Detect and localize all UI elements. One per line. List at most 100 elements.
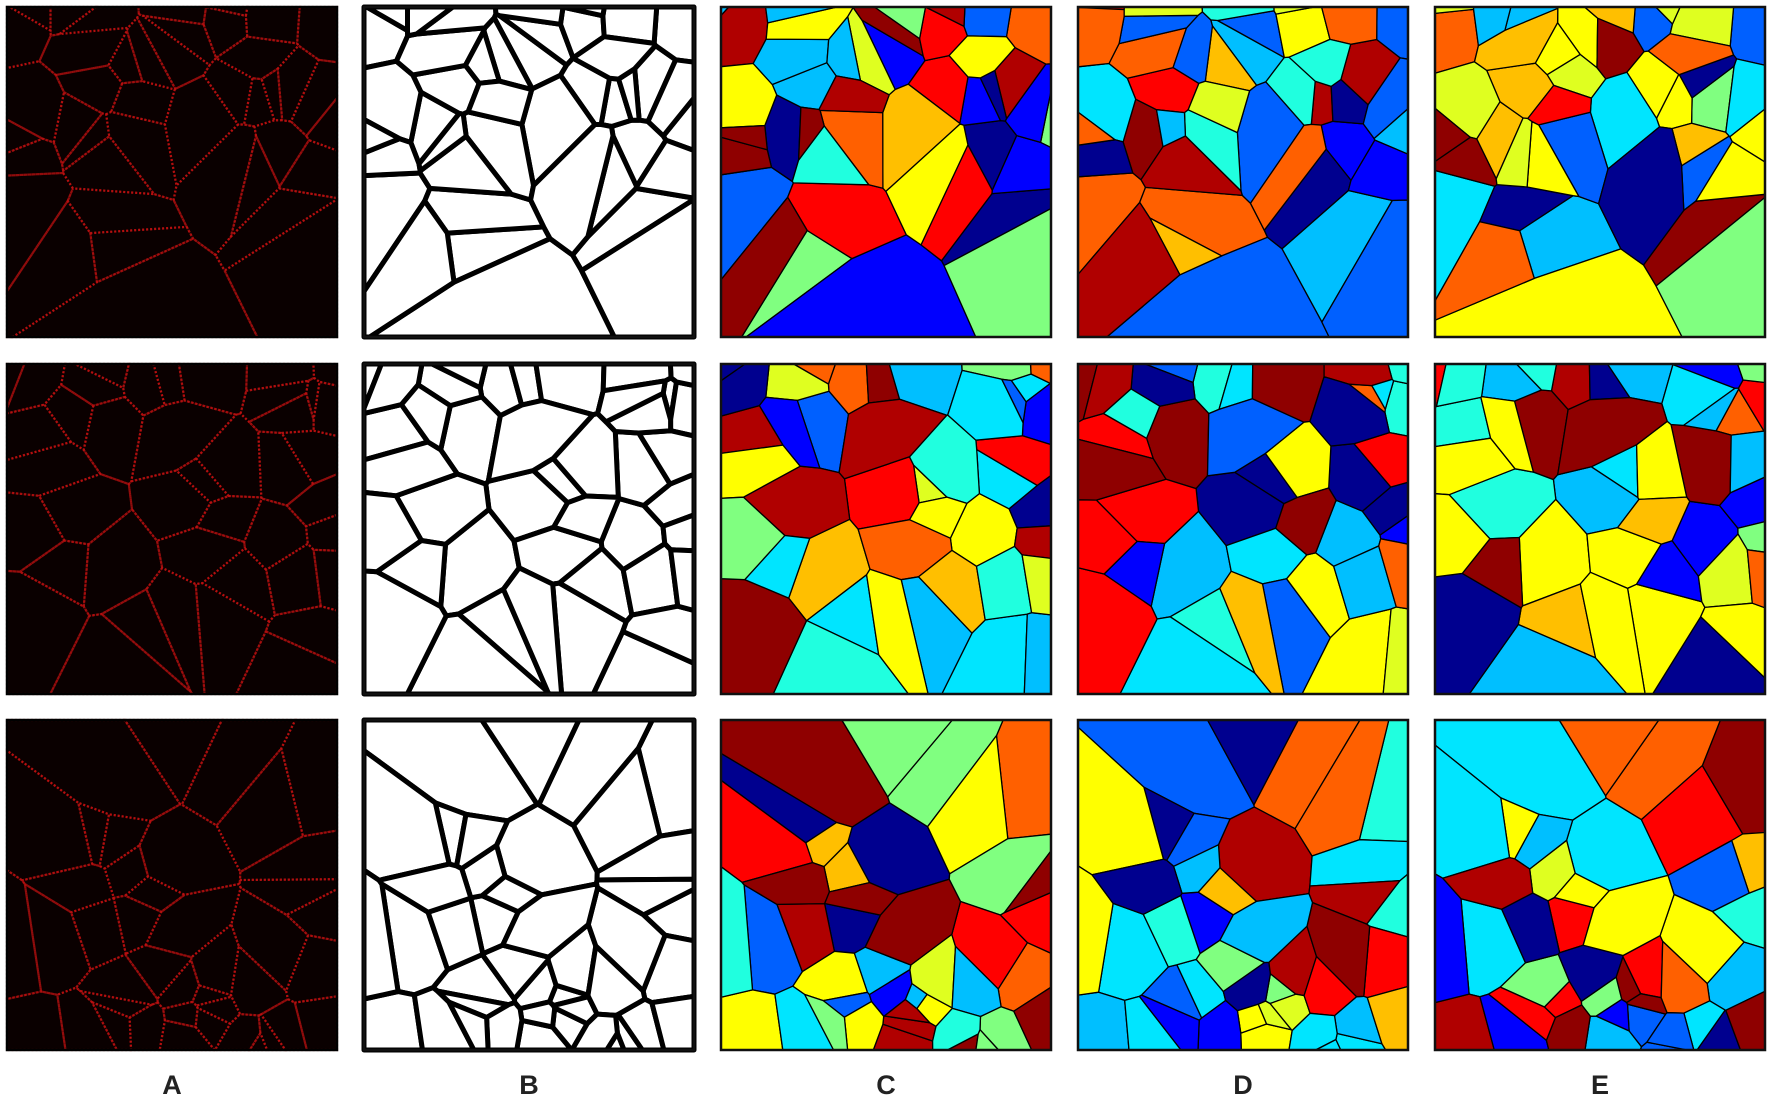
segment: [1023, 612, 1052, 695]
segment: [818, 75, 890, 114]
panel-border: [719, 362, 1053, 696]
membrane: [260, 66, 284, 122]
segment: [838, 398, 948, 480]
panel-border: [362, 362, 696, 696]
cell-boundary: [416, 110, 469, 174]
membrane: [55, 5, 140, 36]
segment: [1206, 398, 1305, 477]
panel: [5, 718, 339, 1052]
panel: [719, 5, 1053, 339]
panel-border: [1076, 362, 1410, 696]
segment: [1001, 378, 1027, 424]
cell-boundary: [398, 382, 453, 453]
segment: [904, 982, 928, 1010]
panel-border: [719, 5, 1053, 339]
panel: [1433, 362, 1767, 696]
segment: [885, 123, 969, 246]
column-label: C: [876, 1070, 896, 1100]
segment: [1725, 58, 1766, 138]
segment: [1480, 395, 1535, 473]
panel: [1433, 718, 1767, 1052]
segment: [1288, 38, 1352, 88]
segment: [1187, 80, 1251, 134]
membrane: [202, 5, 249, 60]
segment: [1320, 6, 1378, 45]
membrane: [76, 989, 155, 1019]
panel-background: [7, 364, 337, 694]
membrane: [5, 60, 66, 144]
segment: [720, 989, 784, 1051]
membrane: [127, 469, 212, 543]
membrane: [48, 612, 195, 696]
membrane: [76, 801, 111, 868]
membrane: [243, 497, 309, 572]
panel: [1076, 718, 1410, 1052]
panel: [719, 718, 1053, 1052]
membrane: [17, 539, 90, 609]
membrane: [43, 383, 95, 452]
cell-boundary: [485, 398, 596, 484]
membrane: [228, 132, 281, 241]
segment: [1077, 139, 1134, 178]
membrane: [280, 718, 339, 838]
membrane: [194, 412, 263, 499]
panel-border: [5, 5, 339, 339]
panel: [5, 5, 339, 339]
segment: [1597, 126, 1685, 266]
segment: [1195, 939, 1266, 993]
membrane: [195, 494, 264, 544]
membrane: [264, 542, 323, 617]
membrane: [144, 882, 242, 959]
panel-border: [5, 718, 339, 1052]
cell-boundary: [517, 999, 558, 1030]
segment: [1487, 986, 1557, 1041]
cell-boundary: [668, 379, 697, 439]
segment: [1616, 496, 1691, 545]
membrane: [20, 862, 115, 914]
panel-background: [7, 720, 337, 1050]
membrane: [123, 944, 193, 1001]
cell-boundary: [603, 390, 674, 436]
membrane: [215, 746, 305, 874]
panel: [5, 362, 339, 696]
panel: [1076, 362, 1410, 696]
segment: [948, 35, 1016, 79]
segment: [1219, 892, 1314, 964]
membrane: [109, 79, 177, 126]
segment: [1682, 387, 1740, 432]
membrane: [103, 843, 150, 900]
membrane: [189, 922, 240, 997]
panel-border: [1076, 718, 1410, 1052]
segment: [1249, 123, 1327, 231]
cell-boundary: [551, 493, 622, 545]
segment: [1442, 856, 1534, 910]
column-label: B: [519, 1070, 539, 1100]
cell-boundary: [667, 361, 697, 389]
panel-border: [362, 5, 696, 339]
membrane: [99, 587, 192, 693]
membrane: [128, 1001, 167, 1052]
panel: [361, 361, 697, 697]
membrane: [312, 548, 339, 612]
segment: [1534, 22, 1581, 76]
panel-border: [1076, 5, 1410, 339]
segment: [931, 1007, 982, 1051]
membrane: [60, 112, 111, 173]
cell-boundary: [570, 34, 658, 82]
panel: [1433, 5, 1767, 339]
membrane: [242, 77, 276, 128]
membrane: [284, 887, 339, 943]
segment: [864, 878, 962, 966]
segment: [1582, 874, 1675, 957]
segment: [963, 6, 1012, 38]
membrane: [137, 5, 208, 26]
segment: [1077, 991, 1130, 1051]
membrane: [82, 507, 164, 617]
segment: [1309, 376, 1391, 447]
segment: [1557, 396, 1668, 476]
panel-border: [362, 718, 696, 1052]
segment: [1123, 6, 1204, 17]
membrane: [138, 803, 242, 896]
segment: [1102, 388, 1161, 439]
